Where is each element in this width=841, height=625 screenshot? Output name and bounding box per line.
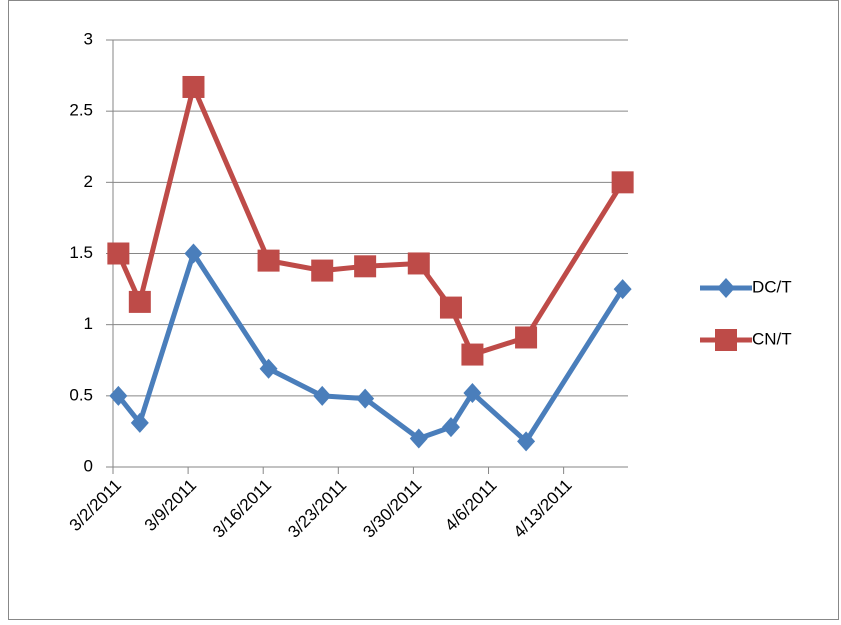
marker: [409, 428, 428, 449]
y-tick-label: 0.5: [69, 385, 93, 404]
y-tick-label: 1.5: [69, 243, 93, 262]
marker: [259, 358, 278, 379]
y-tick-label: 3: [84, 29, 93, 48]
marker: [613, 279, 632, 300]
marker: [311, 259, 334, 282]
legend-label: CN/T: [752, 329, 792, 348]
marker: [182, 75, 205, 98]
y-tick-label: 0: [84, 456, 93, 475]
marker: [184, 243, 203, 264]
y-tick-label: 2: [84, 172, 93, 191]
marker: [517, 431, 536, 452]
marker: [107, 242, 130, 265]
marker: [407, 252, 430, 275]
y-tick-label: 1: [84, 314, 93, 333]
marker: [128, 290, 151, 313]
y-tick-label: 2.5: [69, 101, 93, 120]
marker: [439, 296, 462, 319]
legend-label: DC/T: [752, 277, 792, 296]
marker: [717, 278, 735, 298]
marker: [515, 326, 538, 349]
marker: [441, 417, 460, 438]
marker: [611, 171, 634, 194]
marker: [356, 388, 375, 409]
marker: [461, 343, 484, 366]
marker: [715, 329, 737, 351]
marker: [109, 385, 128, 406]
marker: [130, 412, 149, 433]
marker: [257, 249, 280, 272]
marker: [313, 385, 332, 406]
marker: [354, 255, 377, 278]
marker: [463, 382, 482, 403]
